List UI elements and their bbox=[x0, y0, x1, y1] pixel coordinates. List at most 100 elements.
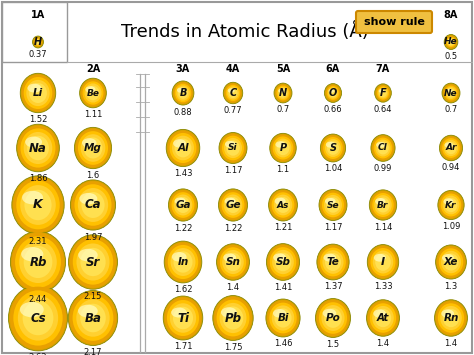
Ellipse shape bbox=[379, 89, 387, 97]
Ellipse shape bbox=[170, 190, 196, 220]
Ellipse shape bbox=[21, 247, 43, 261]
Ellipse shape bbox=[324, 83, 342, 102]
Text: 1.71: 1.71 bbox=[174, 343, 192, 351]
Text: 2.44: 2.44 bbox=[29, 295, 47, 304]
Ellipse shape bbox=[12, 233, 64, 291]
Text: 1.22: 1.22 bbox=[224, 224, 242, 233]
Ellipse shape bbox=[173, 251, 192, 273]
Text: 0.7: 0.7 bbox=[444, 105, 457, 114]
Text: 2A: 2A bbox=[86, 64, 100, 74]
Ellipse shape bbox=[442, 138, 460, 158]
Ellipse shape bbox=[18, 295, 58, 340]
Text: Rb: Rb bbox=[29, 256, 46, 268]
Ellipse shape bbox=[24, 132, 52, 164]
Ellipse shape bbox=[272, 192, 294, 218]
Text: Xe: Xe bbox=[444, 257, 458, 267]
Text: 1A: 1A bbox=[31, 10, 45, 20]
Ellipse shape bbox=[69, 235, 118, 289]
Ellipse shape bbox=[27, 136, 49, 160]
FancyBboxPatch shape bbox=[2, 2, 67, 62]
Ellipse shape bbox=[327, 141, 339, 155]
Text: Rn: Rn bbox=[443, 313, 459, 323]
Text: Mg: Mg bbox=[84, 143, 102, 153]
Ellipse shape bbox=[376, 197, 390, 213]
Ellipse shape bbox=[80, 304, 106, 332]
Ellipse shape bbox=[81, 248, 106, 276]
Text: Cl: Cl bbox=[378, 143, 388, 153]
Ellipse shape bbox=[227, 86, 239, 100]
Ellipse shape bbox=[267, 301, 299, 335]
Ellipse shape bbox=[276, 197, 290, 213]
Ellipse shape bbox=[445, 198, 457, 212]
Ellipse shape bbox=[74, 184, 111, 226]
Ellipse shape bbox=[446, 142, 456, 154]
Ellipse shape bbox=[372, 306, 394, 330]
Ellipse shape bbox=[27, 84, 41, 93]
Ellipse shape bbox=[321, 305, 345, 331]
Text: 1.1: 1.1 bbox=[276, 165, 290, 174]
Ellipse shape bbox=[447, 88, 455, 98]
Text: Kr: Kr bbox=[445, 201, 457, 209]
Ellipse shape bbox=[29, 83, 47, 103]
Ellipse shape bbox=[273, 253, 286, 262]
Ellipse shape bbox=[172, 252, 187, 262]
Text: Ca: Ca bbox=[85, 198, 101, 212]
Ellipse shape bbox=[373, 251, 393, 273]
Ellipse shape bbox=[269, 302, 297, 333]
Ellipse shape bbox=[76, 129, 110, 167]
Ellipse shape bbox=[447, 38, 455, 46]
Text: Ga: Ga bbox=[175, 200, 191, 210]
Ellipse shape bbox=[226, 197, 240, 213]
Text: 1.52: 1.52 bbox=[29, 115, 47, 124]
Ellipse shape bbox=[319, 246, 347, 278]
Ellipse shape bbox=[447, 37, 456, 47]
Ellipse shape bbox=[18, 126, 58, 170]
Ellipse shape bbox=[217, 244, 249, 280]
Ellipse shape bbox=[269, 189, 297, 221]
Ellipse shape bbox=[316, 299, 351, 338]
Ellipse shape bbox=[377, 86, 389, 100]
Text: 1.17: 1.17 bbox=[324, 223, 342, 232]
Ellipse shape bbox=[275, 141, 285, 148]
Ellipse shape bbox=[10, 231, 65, 293]
Text: 0.99: 0.99 bbox=[374, 164, 392, 173]
Ellipse shape bbox=[270, 191, 296, 219]
Text: Ba: Ba bbox=[84, 311, 101, 324]
Ellipse shape bbox=[82, 138, 97, 148]
Ellipse shape bbox=[172, 192, 194, 218]
Ellipse shape bbox=[228, 88, 237, 98]
Ellipse shape bbox=[324, 253, 336, 262]
Ellipse shape bbox=[367, 245, 399, 279]
Ellipse shape bbox=[375, 309, 391, 327]
Ellipse shape bbox=[326, 197, 340, 213]
Ellipse shape bbox=[275, 84, 291, 102]
Text: Trends in Atomic Radius (Å): Trends in Atomic Radius (Å) bbox=[121, 22, 369, 41]
Ellipse shape bbox=[219, 132, 247, 164]
Ellipse shape bbox=[82, 192, 105, 218]
Ellipse shape bbox=[168, 245, 198, 279]
Ellipse shape bbox=[223, 82, 243, 104]
Ellipse shape bbox=[176, 197, 190, 213]
Text: 6A: 6A bbox=[326, 64, 340, 74]
Text: 1.37: 1.37 bbox=[324, 282, 342, 291]
Ellipse shape bbox=[273, 309, 286, 318]
Ellipse shape bbox=[176, 86, 190, 100]
Ellipse shape bbox=[224, 195, 242, 215]
Ellipse shape bbox=[266, 244, 300, 280]
Text: Se: Se bbox=[327, 201, 339, 209]
Ellipse shape bbox=[33, 36, 44, 48]
Ellipse shape bbox=[23, 301, 54, 335]
Ellipse shape bbox=[25, 137, 42, 148]
Ellipse shape bbox=[86, 86, 100, 100]
Ellipse shape bbox=[218, 245, 248, 279]
Ellipse shape bbox=[375, 253, 391, 271]
Ellipse shape bbox=[84, 83, 101, 103]
Ellipse shape bbox=[439, 135, 463, 161]
Text: 1.3: 1.3 bbox=[444, 282, 457, 290]
Ellipse shape bbox=[172, 136, 194, 160]
Ellipse shape bbox=[323, 309, 336, 318]
Text: 0.77: 0.77 bbox=[224, 106, 242, 115]
Text: 1.4: 1.4 bbox=[376, 339, 390, 348]
Ellipse shape bbox=[444, 198, 454, 205]
Ellipse shape bbox=[173, 195, 192, 215]
